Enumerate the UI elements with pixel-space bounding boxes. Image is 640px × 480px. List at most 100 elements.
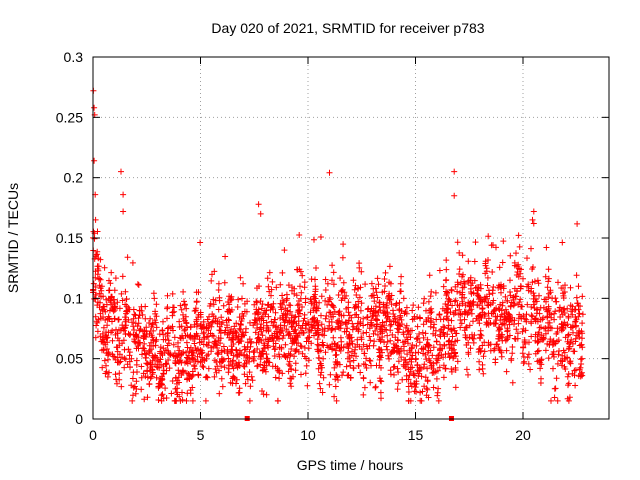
data-point bbox=[187, 334, 194, 341]
data-point bbox=[398, 288, 404, 295]
data-point bbox=[400, 295, 407, 302]
data-point bbox=[424, 378, 431, 385]
data-point bbox=[257, 210, 264, 217]
data-point bbox=[363, 365, 370, 371]
data-point bbox=[152, 319, 159, 326]
data-point bbox=[391, 313, 398, 320]
data-point bbox=[409, 364, 416, 371]
data-point bbox=[456, 249, 463, 256]
data-point bbox=[553, 375, 560, 382]
data-point bbox=[528, 318, 535, 325]
data-point bbox=[354, 285, 361, 292]
y-tick-label: 0.05 bbox=[56, 351, 83, 367]
data-point bbox=[315, 342, 322, 349]
data-point bbox=[382, 326, 388, 333]
data-point bbox=[99, 338, 106, 345]
data-point bbox=[579, 320, 586, 327]
data-point bbox=[315, 322, 322, 329]
data-point bbox=[463, 366, 470, 373]
data-point bbox=[108, 294, 115, 301]
data-point bbox=[514, 330, 521, 337]
data-point bbox=[385, 293, 392, 300]
data-point bbox=[195, 371, 202, 378]
data-point bbox=[545, 355, 552, 362]
data-point bbox=[112, 371, 119, 378]
data-point bbox=[99, 364, 106, 371]
data-point bbox=[440, 354, 447, 361]
data-point bbox=[410, 302, 417, 309]
data-point bbox=[561, 289, 568, 295]
data-point bbox=[298, 289, 305, 296]
data-point bbox=[402, 324, 409, 331]
data-point bbox=[154, 364, 161, 371]
data-point bbox=[283, 291, 290, 298]
data-point bbox=[500, 285, 507, 292]
data-point bbox=[484, 320, 491, 327]
data-point bbox=[528, 304, 535, 310]
data-point bbox=[262, 311, 269, 318]
data-point bbox=[363, 329, 370, 336]
data-point bbox=[344, 325, 351, 332]
data-point bbox=[115, 359, 122, 366]
data-point bbox=[325, 344, 332, 351]
data-point bbox=[442, 301, 449, 307]
data-point bbox=[127, 364, 133, 371]
data-point bbox=[371, 292, 377, 299]
data-point bbox=[402, 309, 409, 315]
data-point bbox=[490, 284, 497, 290]
data-point bbox=[347, 375, 354, 381]
data-point bbox=[232, 334, 239, 341]
data-point bbox=[528, 245, 534, 252]
data-point bbox=[536, 324, 543, 331]
data-point bbox=[239, 295, 245, 302]
data-point bbox=[150, 327, 157, 334]
data-point bbox=[532, 315, 539, 322]
data-point bbox=[516, 243, 523, 250]
data-point bbox=[374, 317, 381, 324]
data-point bbox=[497, 333, 504, 340]
data-point bbox=[370, 330, 377, 337]
data-point bbox=[258, 328, 265, 335]
data-point bbox=[164, 330, 171, 337]
data-point bbox=[405, 397, 412, 404]
data-point bbox=[173, 389, 180, 396]
data-point bbox=[390, 311, 397, 317]
data-point bbox=[471, 332, 478, 339]
data-point bbox=[457, 310, 464, 317]
data-point bbox=[109, 327, 116, 334]
data-point bbox=[272, 309, 279, 316]
data-point bbox=[388, 292, 395, 299]
data-point bbox=[485, 315, 492, 322]
data-point bbox=[517, 283, 524, 290]
data-point bbox=[324, 280, 331, 287]
data-point bbox=[175, 343, 181, 350]
data-point bbox=[469, 335, 476, 342]
data-point bbox=[562, 334, 569, 341]
data-point bbox=[246, 358, 253, 365]
data-point bbox=[163, 361, 170, 368]
data-point bbox=[470, 301, 477, 308]
data-point bbox=[420, 300, 427, 307]
data-point bbox=[119, 297, 126, 304]
data-point bbox=[511, 285, 518, 292]
data-point bbox=[542, 273, 549, 280]
data-point bbox=[433, 316, 440, 323]
data-point bbox=[176, 318, 183, 325]
data-point bbox=[579, 311, 586, 318]
data-point bbox=[386, 355, 392, 362]
data-point bbox=[547, 287, 554, 294]
data-point bbox=[281, 322, 288, 329]
data-point bbox=[336, 308, 343, 315]
data-point bbox=[453, 330, 460, 337]
data-point bbox=[227, 295, 234, 302]
y-tick-label: 0.3 bbox=[64, 49, 84, 65]
data-point bbox=[509, 350, 516, 357]
data-point bbox=[418, 397, 425, 404]
data-point bbox=[425, 298, 432, 305]
data-point bbox=[178, 335, 184, 342]
data-point bbox=[495, 284, 502, 291]
data-point bbox=[357, 307, 364, 314]
data-point bbox=[295, 313, 302, 320]
data-point bbox=[184, 355, 191, 361]
data-point bbox=[235, 296, 242, 303]
